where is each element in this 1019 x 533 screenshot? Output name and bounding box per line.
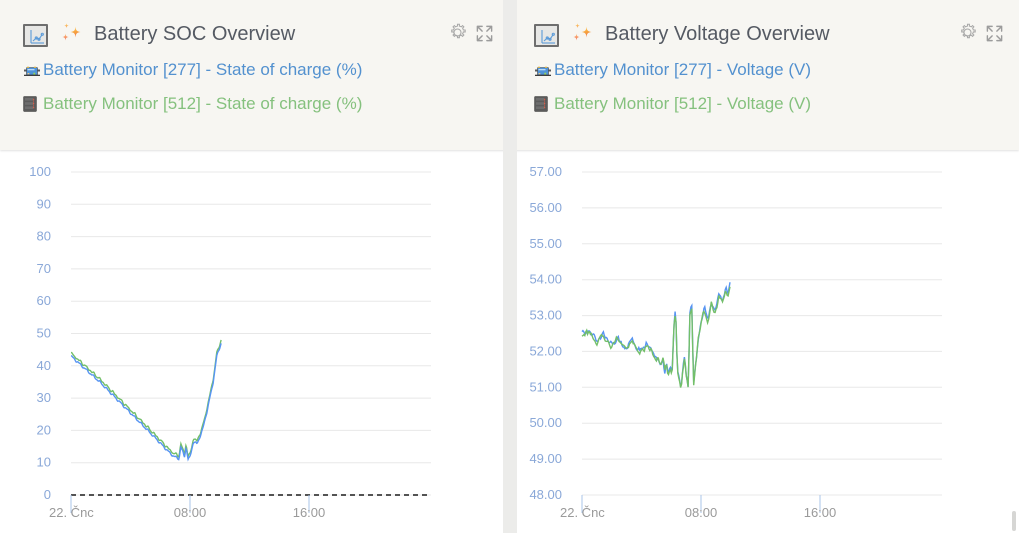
svg-text:52.00: 52.00 xyxy=(529,343,562,358)
svg-text:56.00: 56.00 xyxy=(529,200,562,215)
svg-text:49.00: 49.00 xyxy=(529,451,562,466)
svg-text:22. Čnc: 22. Čnc xyxy=(560,505,605,520)
svg-text:100: 100 xyxy=(29,164,51,179)
svg-text:80: 80 xyxy=(37,229,51,244)
svg-text:22. Čnc: 22. Čnc xyxy=(49,505,94,520)
svg-text:70: 70 xyxy=(37,261,51,276)
svg-text:60: 60 xyxy=(37,293,51,308)
svg-text:55.00: 55.00 xyxy=(529,236,562,251)
svg-text:16:00: 16:00 xyxy=(293,505,326,520)
svg-text:08:00: 08:00 xyxy=(685,505,718,520)
svg-text:20: 20 xyxy=(37,422,51,437)
svg-text:30: 30 xyxy=(37,390,51,405)
svg-text:57.00: 57.00 xyxy=(529,164,562,179)
svg-text:48.00: 48.00 xyxy=(529,487,562,502)
svg-text:54.00: 54.00 xyxy=(529,272,562,287)
svg-text:40: 40 xyxy=(37,358,51,373)
svg-text:50: 50 xyxy=(37,326,51,341)
svg-text:53.00: 53.00 xyxy=(529,308,562,323)
svg-text:50.00: 50.00 xyxy=(529,415,562,430)
svg-text:16:00: 16:00 xyxy=(804,505,837,520)
svg-text:08:00: 08:00 xyxy=(174,505,207,520)
svg-text:0: 0 xyxy=(44,487,51,502)
svg-text:90: 90 xyxy=(37,196,51,211)
svg-text:51.00: 51.00 xyxy=(529,379,562,394)
svg-text:10: 10 xyxy=(37,455,51,470)
